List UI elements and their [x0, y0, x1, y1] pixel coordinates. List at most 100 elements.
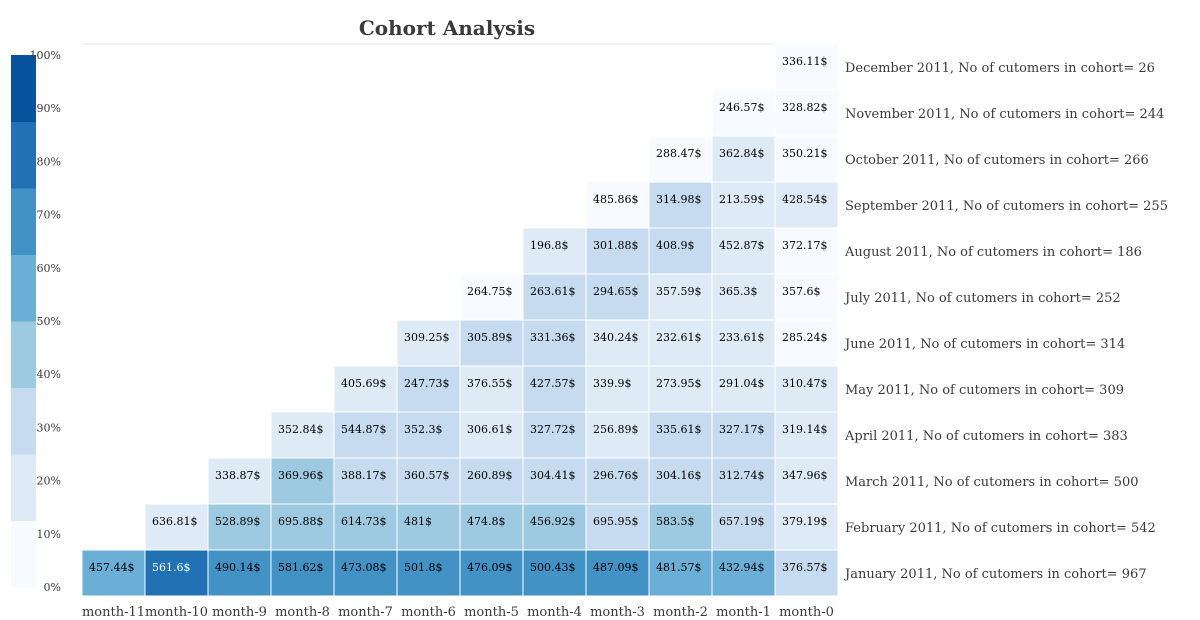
colorbar-tick-label: 20% — [37, 475, 61, 488]
heatmap-cell — [585, 457, 650, 505]
heatmap-cell — [522, 319, 587, 367]
cell-value-label: 305.89$ — [467, 331, 513, 344]
cell-value-label: 474.8$ — [467, 515, 506, 528]
cell-value-label: 246.57$ — [719, 101, 765, 114]
cell-value-label: 657.19$ — [719, 515, 765, 528]
heatmap-cell — [774, 457, 839, 505]
heatmap-cell — [585, 549, 650, 597]
colorbar-tick-label: 70% — [37, 209, 61, 222]
row-label: May 2011, No of cutomers in cohort= 309 — [845, 383, 1124, 398]
cell-value-label: 405.69$ — [341, 377, 387, 390]
heatmap-cell — [648, 227, 713, 275]
row-label: December 2011, No of cutomers in cohort=… — [845, 61, 1155, 76]
cell-value-label: 213.59$ — [719, 193, 765, 206]
cell-value-label: 388.17$ — [341, 469, 387, 482]
cell-value-label: 500.43$ — [530, 561, 576, 574]
heatmap-cell — [774, 181, 839, 229]
cell-value-label: 247.73$ — [404, 377, 450, 390]
cell-value-label: 408.9$ — [656, 239, 695, 252]
heatmap-cell — [774, 503, 839, 551]
cell-value-label: 614.73$ — [341, 515, 387, 528]
cell-value-label: 319.14$ — [782, 423, 828, 436]
cell-value-label: 376.57$ — [782, 561, 828, 574]
cell-value-label: 432.94$ — [719, 561, 765, 574]
cell-value-label: 304.41$ — [530, 469, 576, 482]
heatmap-cell — [774, 227, 839, 275]
cell-value-label: 301.88$ — [593, 239, 639, 252]
cell-value-label: 636.81$ — [152, 515, 198, 528]
cell-value-label: 312.74$ — [719, 469, 765, 482]
row-label: February 2011, No of cutomers in cohort=… — [845, 521, 1156, 536]
heatmap-cell — [711, 319, 776, 367]
row-label: June 2011, No of cutomers in cohort= 314 — [843, 337, 1125, 352]
cell-value-label: 306.61$ — [467, 423, 513, 436]
cell-value-label: 256.89$ — [593, 423, 639, 436]
cell-value-label: 365.3$ — [719, 285, 758, 298]
cell-value-label: 327.72$ — [530, 423, 576, 436]
heatmap-cell — [333, 549, 398, 597]
cell-value-label: 476.09$ — [467, 561, 513, 574]
column-label: month-9 — [212, 605, 267, 620]
row-labels: December 2011, No of cutomers in cohort=… — [843, 61, 1168, 582]
cell-value-label: 232.61$ — [656, 331, 702, 344]
cell-value-label: 288.47$ — [656, 147, 702, 160]
cell-value-label: 695.88$ — [278, 515, 324, 528]
heatmap-cell — [522, 227, 587, 275]
colorbar-segment — [11, 121, 36, 189]
colorbar: 0% 10% 20% 30% 40% 50% 60% 70% 80% 90% 100% — [11, 49, 61, 594]
cell-value-label: 331.36$ — [530, 331, 576, 344]
heatmap-cell — [648, 549, 713, 597]
heatmap-cell — [333, 503, 398, 551]
cell-value-label: 357.59$ — [656, 285, 702, 298]
heatmap-cell — [522, 457, 587, 505]
colorbar-tick-label: 10% — [37, 528, 61, 541]
heatmap-cell — [270, 549, 335, 597]
cell-value-label: 264.75$ — [467, 285, 513, 298]
colorbar-tick-label: 90% — [37, 102, 61, 115]
cell-value-label: 347.96$ — [782, 469, 828, 482]
column-label: month-4 — [527, 605, 582, 620]
heatmap-cell — [396, 503, 461, 551]
heatmap-cell — [774, 365, 839, 413]
cell-value-label: 285.24$ — [782, 331, 828, 344]
cell-value-label: 294.65$ — [593, 285, 639, 298]
colorbar-tick-label: 50% — [37, 315, 61, 328]
row-label: January 2011, No of cutomers in cohort= … — [843, 567, 1147, 582]
cell-value-label: 291.04$ — [719, 377, 765, 390]
cell-value-label: 428.54$ — [782, 193, 828, 206]
heatmap-cell — [711, 181, 776, 229]
heatmap-cell — [333, 457, 398, 505]
heatmap-cell — [270, 411, 335, 459]
cell-value-label: 196.8$ — [530, 239, 569, 252]
row-label: November 2011, No of cutomers in cohort=… — [845, 107, 1164, 122]
cell-value-label: 314.98$ — [656, 193, 702, 206]
cell-value-label: 501.8$ — [404, 561, 443, 574]
heatmap-cell — [585, 273, 650, 321]
column-label: month-11 — [82, 605, 145, 620]
cell-value-label: 456.92$ — [530, 515, 576, 528]
heatmap-cell — [522, 365, 587, 413]
cell-value-label: 360.57$ — [404, 469, 450, 482]
heatmap-cell — [270, 503, 335, 551]
cell-value-label: 457.44$ — [89, 561, 135, 574]
heatmap-cell — [207, 549, 272, 597]
column-label: month-10 — [145, 605, 208, 620]
cell-value-label: 335.61$ — [656, 423, 702, 436]
cell-value-label: 581.62$ — [278, 561, 324, 574]
cell-value-label: 528.89$ — [215, 515, 261, 528]
colorbar-segment — [11, 520, 36, 588]
colorbar-tick-label: 80% — [37, 155, 61, 168]
colorbar-segment — [11, 321, 36, 388]
cell-value-label: 273.95$ — [656, 377, 702, 390]
heatmap-cell — [144, 549, 209, 597]
row-label: September 2011, No of cutomers in cohort… — [845, 199, 1168, 214]
cell-value-label: 695.95$ — [593, 515, 639, 528]
heatmap-cell — [711, 549, 776, 597]
heatmap-cell — [648, 273, 713, 321]
cell-value-label: 485.86$ — [593, 193, 639, 206]
colorbar-segment — [11, 188, 36, 255]
cell-value-label: 304.16$ — [656, 469, 702, 482]
cell-value-label: 481.57$ — [656, 561, 702, 574]
column-label: month-2 — [653, 605, 708, 620]
